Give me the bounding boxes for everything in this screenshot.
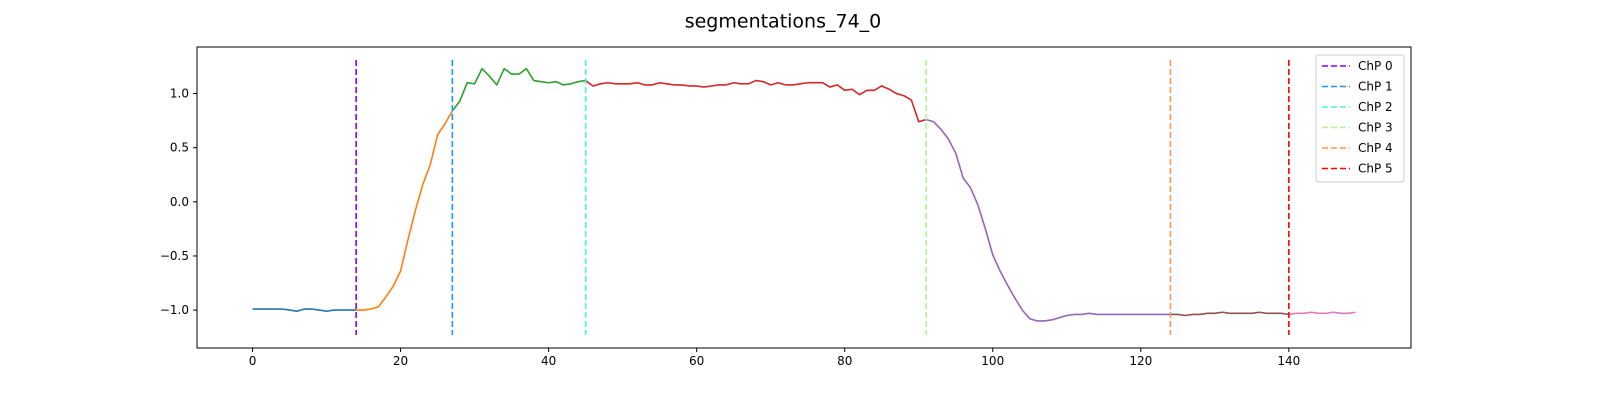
legend-label: ChP 5	[1358, 162, 1393, 176]
series-segment-5	[1170, 311, 1289, 317]
x-tick-label: 20	[393, 354, 408, 368]
axes: 0 20 40 60 80 100 120 140 −1.0 −0.5 0.0 0.5 1.0	[160, 46, 1412, 368]
series-segment-3	[585, 79, 927, 123]
series-segment-4	[925, 118, 1171, 322]
series-segment-6	[1288, 311, 1356, 316]
legend-frame	[1315, 54, 1405, 183]
x-tick-label: 140	[1277, 354, 1300, 368]
legend-label: ChP 0	[1358, 59, 1393, 73]
series-segment-1	[356, 110, 454, 311]
x-tick-label: 100	[981, 354, 1004, 368]
x-tick-label: 40	[541, 354, 556, 368]
legend-label: ChP 4	[1358, 141, 1393, 155]
x-tick-label: 0	[249, 354, 257, 368]
chart-title: segmentations_74_0	[685, 11, 882, 33]
y-tick-label: 0.5	[170, 141, 189, 155]
y-tick-label: −1.0	[160, 303, 189, 317]
x-tick-label: 120	[1129, 354, 1152, 368]
y-tick-label: −0.5	[160, 249, 189, 263]
series-segment-2	[451, 67, 586, 112]
legend-label: ChP 3	[1358, 121, 1393, 135]
legend-label: ChP 2	[1358, 100, 1393, 114]
y-tick-label: 1.0	[170, 87, 189, 101]
y-tick-label: 0.0	[170, 195, 189, 209]
x-tick-label: 60	[689, 354, 704, 368]
legend: ChP 0 ChP 1 ChP 2 ChP 3 ChP 4 ChP 5	[1315, 54, 1405, 183]
series-segment-0	[252, 308, 357, 312]
plot-area	[252, 60, 1356, 335]
axes-frame	[196, 46, 1412, 349]
legend-label: ChP 1	[1358, 80, 1393, 94]
x-tick-label: 80	[837, 354, 852, 368]
